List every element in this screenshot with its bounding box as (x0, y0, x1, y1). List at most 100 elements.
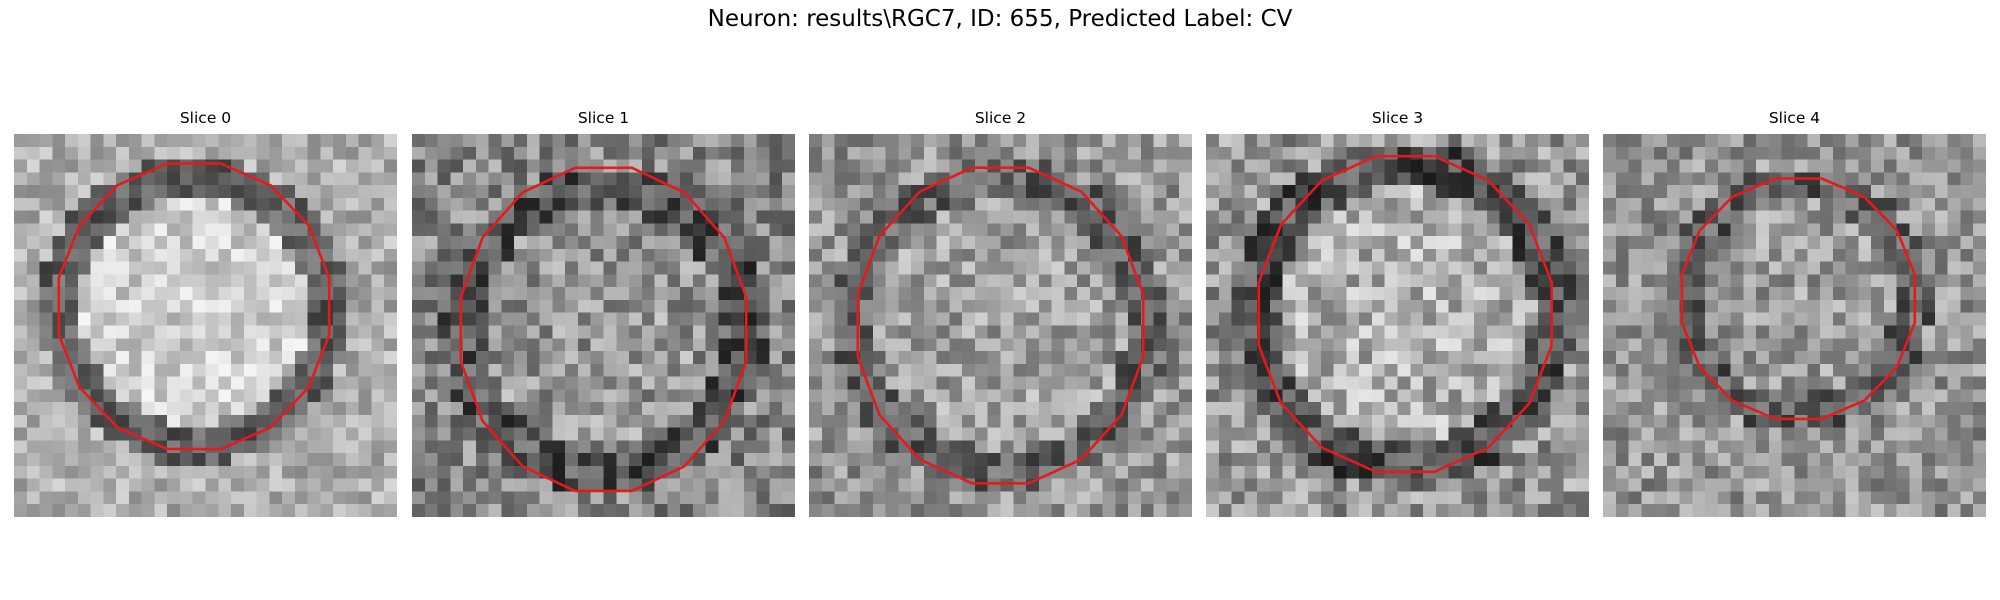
pixel (450, 172, 464, 186)
pixel (1371, 274, 1386, 288)
pixel (834, 351, 848, 365)
pixel (1692, 146, 1706, 161)
pixel (256, 440, 270, 454)
pixel (705, 248, 719, 263)
pixel (1295, 325, 1309, 339)
pixel (743, 478, 758, 493)
pixel (26, 299, 41, 314)
pixel (1269, 299, 1284, 314)
pixel (1845, 299, 1859, 314)
pixel (1512, 478, 1526, 493)
pixel (1064, 325, 1078, 339)
pixel (1820, 363, 1834, 378)
pixel (872, 210, 887, 224)
pixel (705, 389, 719, 403)
pixel (1179, 299, 1192, 314)
pixel (179, 325, 194, 339)
pixel (243, 261, 258, 276)
pixel (834, 427, 848, 441)
pixel (1077, 491, 1091, 505)
pixel (282, 185, 296, 199)
pixel (654, 299, 668, 314)
pixel (1244, 376, 1258, 390)
pixel (128, 261, 143, 276)
pixel (821, 287, 836, 301)
pixel (1140, 210, 1155, 224)
pixel (590, 197, 605, 212)
pixel (307, 146, 321, 161)
pixel (718, 159, 732, 173)
pixel (1883, 363, 1898, 378)
pixel (1397, 453, 1411, 467)
pixel (514, 414, 528, 429)
pixel (654, 478, 668, 493)
pixel (987, 351, 1002, 365)
pixel (590, 210, 605, 224)
pixel (1730, 453, 1745, 467)
pixel (26, 261, 41, 276)
pixel (1435, 414, 1450, 429)
pixel (1013, 427, 1027, 441)
pixel (1576, 376, 1589, 390)
pixel (345, 312, 360, 327)
pixel (1089, 478, 1104, 493)
pixel (590, 248, 605, 263)
pixel (1359, 287, 1373, 301)
pixel (692, 134, 707, 148)
pixel (1461, 248, 1475, 263)
pixel (1244, 389, 1258, 403)
pixel (898, 504, 912, 517)
pixel (1960, 504, 1974, 517)
pixel (475, 491, 490, 505)
pixel (501, 299, 515, 314)
pixel (847, 465, 861, 480)
pixel (1756, 465, 1770, 480)
pixel (1603, 376, 1617, 390)
pixel (641, 312, 656, 327)
pixel (1820, 134, 1834, 148)
pixel (1781, 223, 1796, 237)
pixel (39, 312, 53, 327)
pixel (1692, 274, 1706, 288)
pixel (52, 376, 66, 390)
pixel (885, 261, 899, 276)
pixel (1102, 453, 1116, 467)
pixel (1679, 504, 1693, 517)
pixel (821, 223, 836, 237)
pixel (218, 236, 232, 250)
pixel (1064, 287, 1078, 301)
pixel (936, 274, 951, 288)
pixel (769, 465, 783, 480)
pixel (1026, 414, 1040, 429)
pixel (450, 389, 464, 403)
pixel (1730, 363, 1745, 378)
pixel (692, 172, 707, 186)
pixel (437, 146, 451, 161)
pixel (603, 146, 617, 161)
pixel (974, 299, 989, 314)
pixel (782, 402, 795, 416)
pixel (1320, 287, 1335, 301)
pixel (1576, 236, 1589, 250)
pixel (1320, 185, 1335, 199)
pixel (1947, 414, 1962, 429)
pixel (1845, 197, 1859, 212)
pixel (782, 172, 795, 186)
pixel (705, 146, 719, 161)
pixel (1730, 261, 1745, 276)
pixel (1692, 376, 1706, 390)
pixel (384, 210, 397, 224)
pixel (641, 210, 656, 224)
pixel (809, 287, 823, 301)
pixel (1064, 312, 1078, 327)
pixel (128, 146, 143, 161)
pixel (475, 274, 490, 288)
pixel (974, 402, 989, 416)
pixel (1359, 223, 1373, 237)
pixel (1166, 504, 1180, 517)
pixel (1128, 504, 1142, 517)
pixel (437, 478, 451, 493)
pixel (898, 478, 912, 493)
pixel (26, 478, 41, 493)
pixel (1000, 504, 1014, 517)
